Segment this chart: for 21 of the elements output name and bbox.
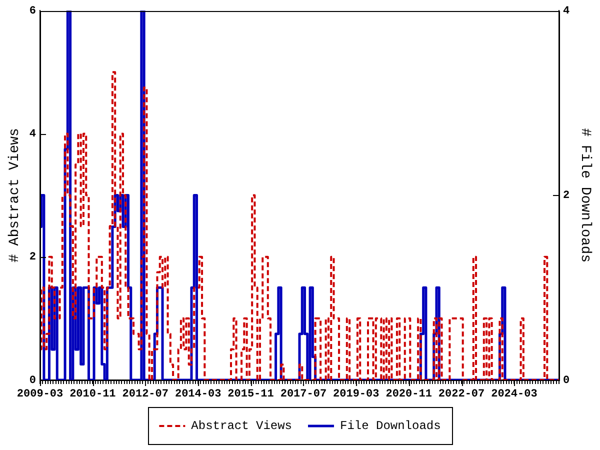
y2-axis-title: # File Downloads: [576, 128, 593, 263]
legend-label: Abstract Views: [191, 419, 292, 434]
y-tick-label: 4: [29, 128, 36, 140]
x-tick-label: 2017-07: [280, 388, 327, 400]
y2-tick-label: 2: [563, 190, 570, 202]
y-axis-title: # Abstract Views: [7, 128, 24, 263]
x-tick-label: 2014-03: [174, 388, 222, 400]
x-tick-label: 2015-11: [228, 388, 274, 400]
legend-label: File Downloads: [340, 419, 441, 434]
x-tick-label: 2019-03: [333, 388, 380, 400]
y-tick-label: 6: [29, 5, 36, 18]
y-tick-label: 2: [29, 252, 36, 264]
x-tick-label: 2009-03: [16, 388, 64, 400]
x-tick-label: 2020-11: [386, 388, 432, 400]
x-tick-label: 2012-07: [122, 388, 168, 400]
y2-tick-label: 0: [563, 374, 570, 387]
y2-tick-label: 4: [563, 5, 570, 18]
x-tick-label: 2010-11: [70, 388, 116, 400]
x-tick-label: 2024-03: [491, 388, 538, 400]
x-tick-label: 2022-07: [438, 388, 485, 400]
y-tick-label: 0: [29, 374, 36, 387]
